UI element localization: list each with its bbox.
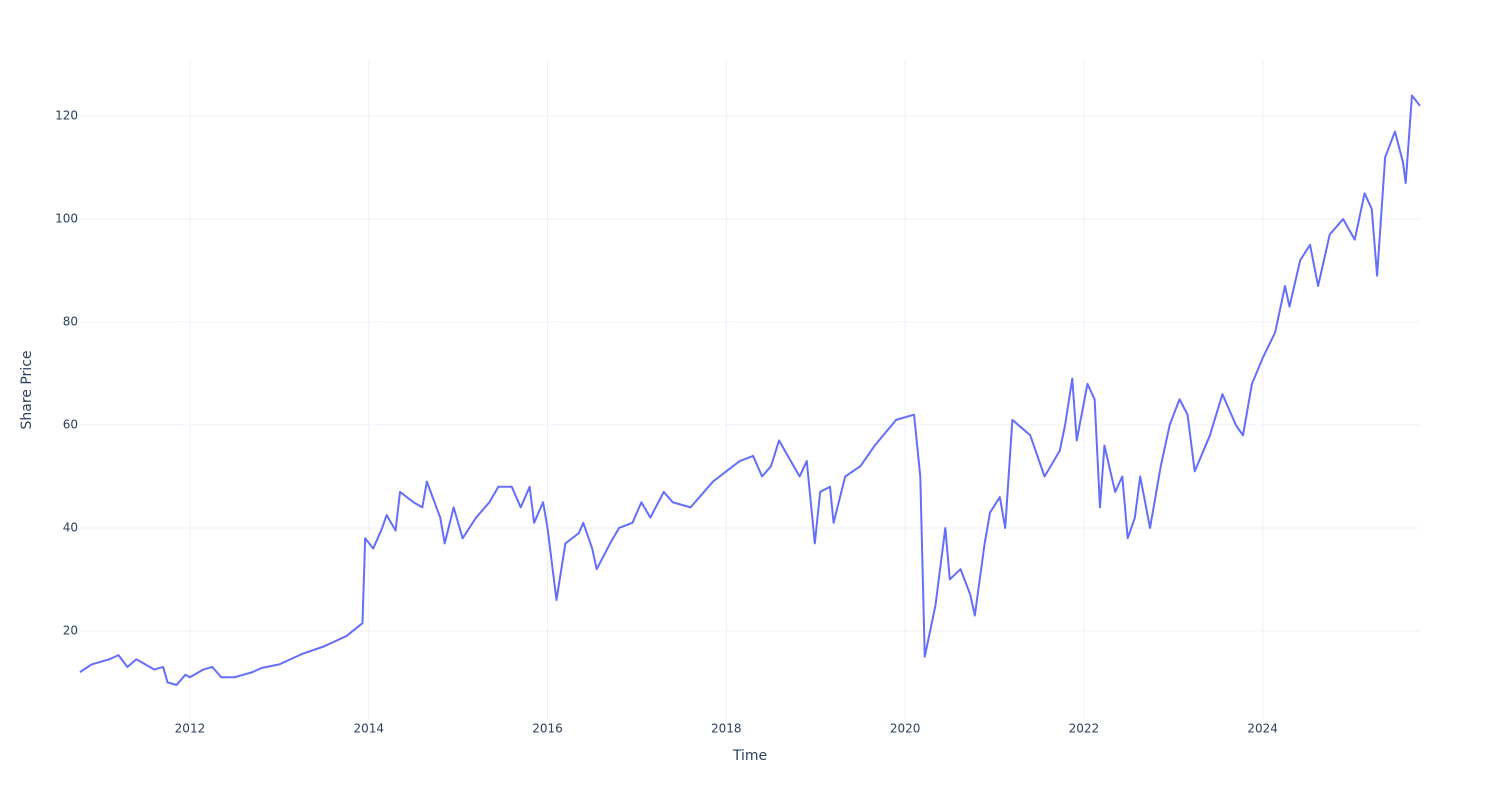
x-tick-label: 2012 (175, 722, 206, 736)
y-tick-label: 120 (55, 109, 78, 123)
x-tick-label: 2020 (890, 722, 921, 736)
y-tick-label: 100 (55, 212, 78, 226)
x-tick-label: 2014 (353, 722, 384, 736)
y-tick-label: 40 (63, 520, 78, 534)
y-tick-label: 60 (63, 418, 78, 432)
x-axis-title: Time (732, 748, 767, 764)
x-tick-label: 2016 (532, 722, 563, 736)
x-tick-label: 2022 (1069, 722, 1100, 736)
y-tick-label: 20 (63, 623, 78, 637)
price-line (79, 94, 1421, 686)
y-tick-label: 80 (63, 315, 78, 329)
x-tick-label: 2024 (1247, 722, 1278, 736)
y-axis-title: Share Price (19, 350, 35, 429)
x-tick-label: 2018 (711, 722, 742, 736)
